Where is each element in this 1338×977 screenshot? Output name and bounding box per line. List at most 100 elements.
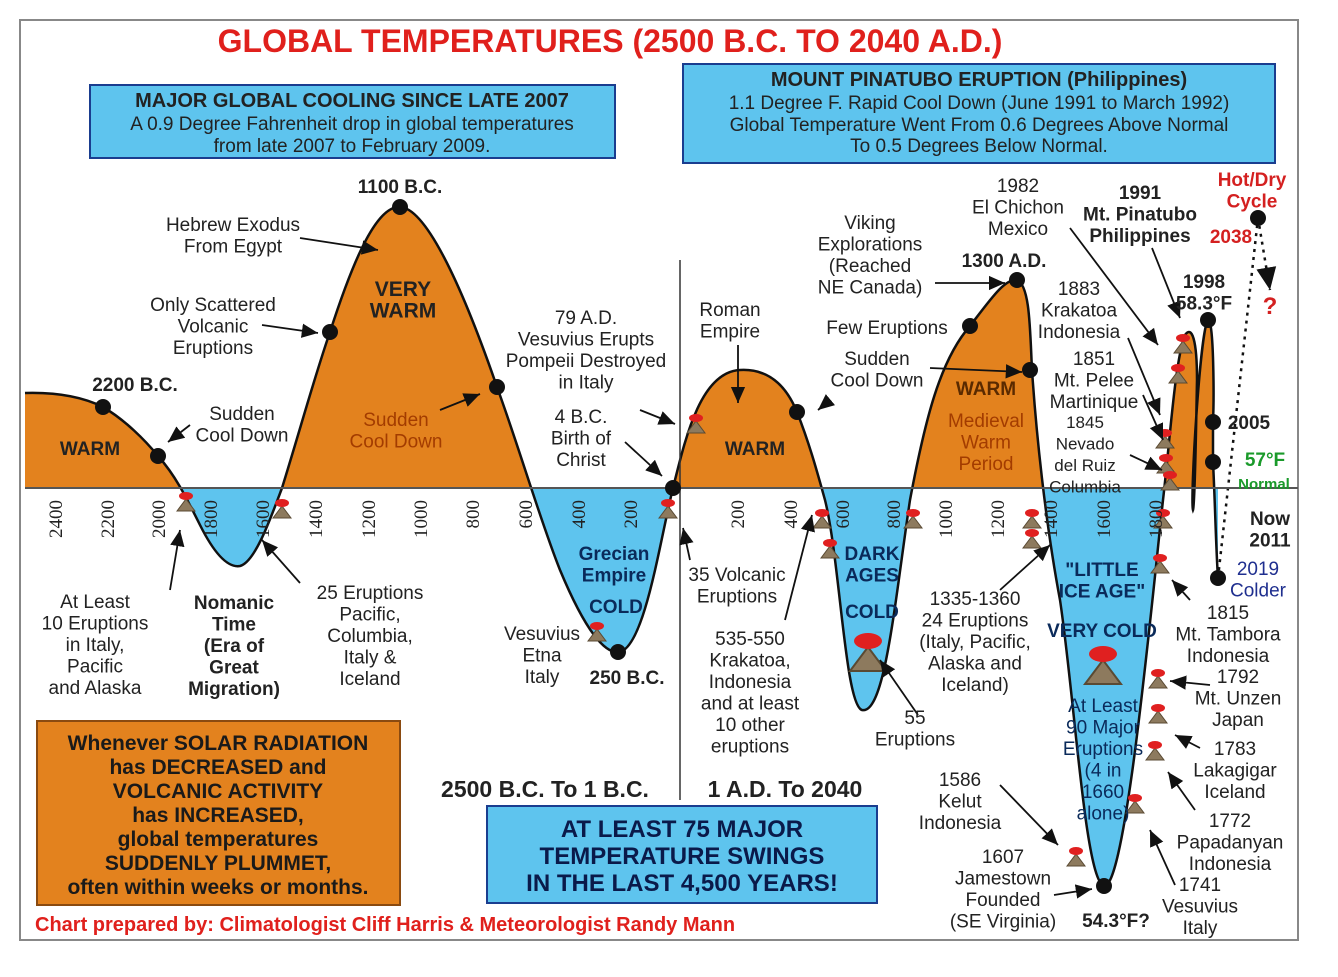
annotation: Pacific,: [339, 605, 400, 626]
annotation: Hebrew Exodus: [166, 215, 300, 236]
annotation: Columbia: [1049, 478, 1121, 497]
annotation: Mexico: [988, 219, 1048, 240]
annotation: Krakatoa,: [709, 651, 790, 672]
arrow: [817, 394, 836, 411]
annotation: 1586: [939, 770, 981, 791]
annotation: Empire: [582, 566, 646, 587]
annotation: Eruptions: [1063, 739, 1143, 760]
annotation: Nomanic: [194, 593, 275, 614]
arrow: [1171, 579, 1191, 601]
annotation: 10 other: [715, 715, 785, 736]
arrow: [299, 237, 379, 255]
annotation: Indonesia: [1189, 854, 1272, 875]
annotation: 10 Eruptions: [42, 614, 149, 635]
axis-label: 1600: [1094, 500, 1115, 538]
annotation: Hot/Dry: [1218, 170, 1287, 191]
annotation: alone): [1077, 804, 1130, 825]
annotation: VERY: [375, 278, 431, 301]
solar-line: SUDDENLY PLUMMET,: [105, 852, 331, 875]
annotation: Alaska and: [928, 654, 1022, 675]
annotation: ?: [1263, 293, 1278, 320]
swings-box: [486, 805, 878, 904]
pinatubo-box: [682, 63, 1276, 164]
annotation: (Reached: [829, 256, 911, 277]
annotation: Sudden: [844, 349, 910, 370]
solar-line: Whenever SOLAR RADIATION: [68, 732, 369, 755]
arrow: [1174, 734, 1201, 749]
point: [95, 399, 111, 415]
arrow: [784, 514, 815, 621]
arrow: [261, 323, 319, 338]
annotation: Cool Down: [196, 426, 289, 447]
annotation: 2200 B.C.: [92, 375, 178, 396]
annotation: "LITTLE: [1065, 560, 1138, 581]
annotation: Kelut: [938, 792, 982, 813]
pinatubo-line: To 0.5 Degrees Below Normal.: [850, 136, 1108, 157]
annotation: 1991: [1119, 183, 1162, 204]
annotation: Nevado: [1056, 435, 1115, 454]
annotation: 2005: [1228, 413, 1271, 434]
annotation: At Least: [1068, 696, 1138, 717]
annotation: Italy &: [344, 648, 397, 669]
annotation: 1335-1360: [930, 589, 1021, 610]
arrow: [679, 527, 694, 561]
arrow: [1151, 247, 1181, 319]
annotation: Cool Down: [831, 371, 924, 392]
annotation: Now: [1250, 509, 1290, 530]
arrow: [879, 659, 919, 716]
annotation: 1982: [997, 176, 1039, 197]
annotation: Iceland): [941, 675, 1009, 696]
annotation: Christ: [556, 450, 606, 471]
annotation: Philippines: [1089, 226, 1190, 247]
annotation: WARM: [956, 379, 1016, 400]
annotation: Mt. Pelee: [1054, 371, 1134, 392]
annotation: 2019: [1237, 559, 1279, 580]
axis-label: 1800: [201, 500, 222, 538]
point: [1205, 454, 1221, 470]
point: [392, 199, 408, 215]
annotation: Krakatoa: [1041, 301, 1117, 322]
annotation: Iceland: [1204, 782, 1265, 803]
annotation: 1792: [1217, 667, 1259, 688]
cooling-line: from late 2007 to February 2009.: [214, 136, 491, 157]
arrow: [1053, 884, 1093, 899]
annotation: Indonesia: [1187, 646, 1270, 667]
annotation: WARM: [60, 439, 120, 460]
annotation: 535-550: [715, 629, 785, 650]
arrow: [261, 539, 301, 584]
annotation: 1300 A.D.: [962, 251, 1047, 272]
point: [665, 480, 681, 496]
solar-line: VOLCANIC ACTIVITY: [113, 780, 323, 803]
axis-label: 1400: [1041, 500, 1062, 538]
title: GLOBAL TEMPERATURES (2500 B.C. TO 2040 A…: [218, 23, 1003, 59]
annotation: Indonesia: [709, 672, 792, 693]
annotation: Normal: [1238, 476, 1290, 493]
annotation: 1772: [1209, 811, 1251, 832]
arrow: [639, 409, 676, 425]
annotation: and Alaska: [49, 678, 142, 699]
annotation: Founded: [965, 890, 1040, 911]
annotation: Migration): [188, 679, 280, 700]
annotation: COLD: [589, 597, 643, 618]
axis-label: 1800: [1146, 500, 1167, 538]
annotation: 1741: [1179, 875, 1221, 896]
axis-label: 1000: [411, 500, 432, 538]
annotation: AGES: [845, 566, 899, 587]
cooling-heading: MAJOR GLOBAL COOLING SINCE LATE 2007: [135, 90, 569, 112]
axis-label: 2200: [98, 500, 119, 538]
annotation: Cycle: [1227, 192, 1278, 213]
annotation: WARM: [725, 439, 785, 460]
annotation: Birth of: [551, 429, 612, 450]
annotation: COLD: [845, 602, 899, 623]
axis-label: 1200: [988, 500, 1009, 538]
point: [1200, 312, 1216, 328]
annotation: El Chichon: [972, 198, 1064, 219]
axis-label: 400: [569, 500, 590, 529]
annotation: in Italy,: [66, 635, 125, 656]
axis-label: 2000: [149, 500, 170, 538]
annotation: Warm: [961, 433, 1011, 454]
point: [150, 448, 166, 464]
annotation: Colder: [1230, 581, 1287, 602]
annotation: 2038: [1210, 227, 1252, 248]
annotation: Iceland: [339, 669, 400, 690]
